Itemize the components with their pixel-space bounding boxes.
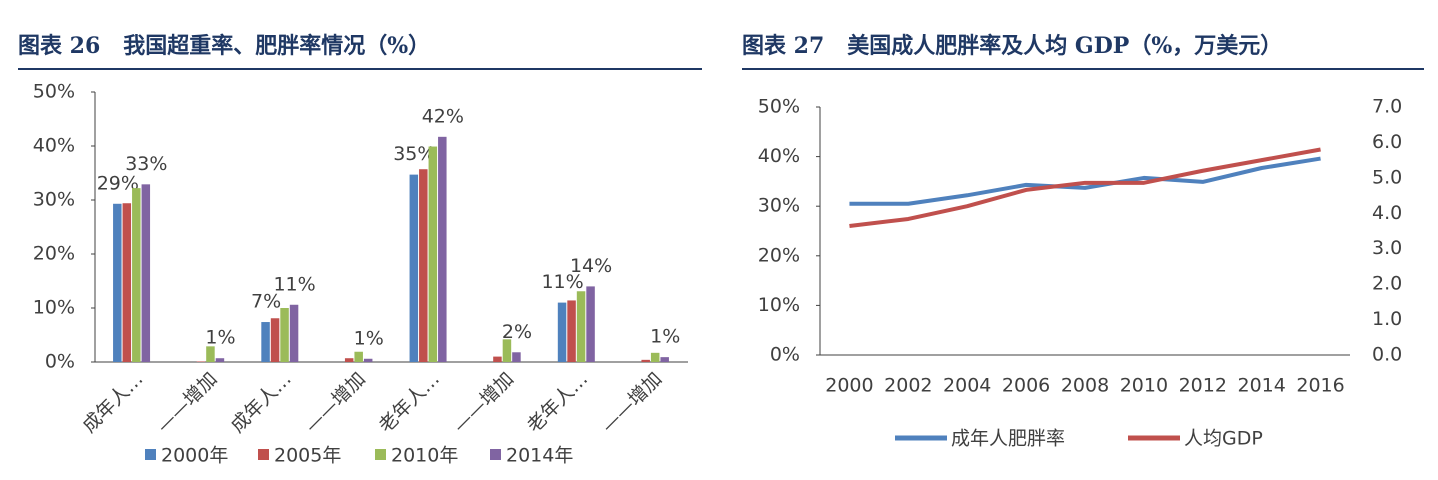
bar xyxy=(280,308,289,362)
bar xyxy=(557,302,567,362)
bar xyxy=(344,358,354,362)
y-tick-label: 40% xyxy=(758,145,800,167)
data-label: 1% xyxy=(205,327,235,349)
bar xyxy=(660,357,669,362)
bar xyxy=(650,352,660,362)
x-tick-label: 2000 xyxy=(825,375,873,397)
y-tick-label: 0% xyxy=(45,351,75,373)
y-tick-label: 40% xyxy=(33,135,75,157)
bar xyxy=(289,304,299,362)
x-tick-label: 老年人… xyxy=(523,368,592,437)
bar xyxy=(586,286,595,362)
bar xyxy=(113,203,122,362)
data-label: 1% xyxy=(354,327,384,349)
bar xyxy=(215,358,225,362)
y-tick-label: 0% xyxy=(770,344,800,366)
y-tick-label: 10% xyxy=(33,297,75,319)
y2-tick-label: 3.0 xyxy=(1372,237,1402,259)
bar xyxy=(196,361,206,362)
data-label: 11% xyxy=(273,273,315,295)
data-label: 29% xyxy=(97,172,139,194)
bar xyxy=(206,346,215,362)
chart-title: 图表 27 美国成人肥胖率及人均 GDP（%，万美元） xyxy=(742,33,1282,59)
bar xyxy=(567,300,576,362)
y2-tick-label: 4.0 xyxy=(1372,202,1402,224)
y2-tick-label: 1.0 xyxy=(1372,308,1402,330)
bar xyxy=(419,169,428,362)
y-tick-label: 20% xyxy=(758,244,800,266)
bar xyxy=(512,352,521,362)
data-label: 35% xyxy=(393,143,435,165)
x-tick-label: 成年人… xyxy=(226,368,295,437)
x-tick-label: 2006 xyxy=(1002,375,1050,397)
x-tick-label: 2008 xyxy=(1061,375,1109,397)
y-tick-label: 30% xyxy=(758,195,800,217)
legend-label: 人均GDP xyxy=(1184,428,1263,450)
legend-swatch xyxy=(145,449,156,460)
bar xyxy=(641,359,650,362)
bar xyxy=(428,146,438,362)
data-label: 14% xyxy=(570,255,612,277)
x-tick-label: 成年人… xyxy=(78,368,147,437)
x-tick-label: 2016 xyxy=(1296,375,1344,397)
legend-label: 2010年 xyxy=(391,445,458,467)
bar xyxy=(502,339,512,362)
data-label: 1% xyxy=(650,326,680,348)
x-tick-label: ——增加 xyxy=(449,368,518,437)
x-tick-label: ——增加 xyxy=(152,368,221,437)
y-tick-label: 50% xyxy=(758,96,800,118)
y-tick-label: 20% xyxy=(33,243,75,265)
data-label: 2% xyxy=(502,321,532,343)
legend-swatch xyxy=(375,449,386,460)
y2-tick-label: 0.0 xyxy=(1372,344,1402,366)
chart-title: 图表 26 我国超重率、肥胖率情况（%） xyxy=(18,33,430,59)
x-tick-label: ——增加 xyxy=(301,368,370,437)
x-tick-label: 2004 xyxy=(943,375,991,397)
y2-tick-label: 6.0 xyxy=(1372,131,1402,153)
y-tick-label: 30% xyxy=(33,189,75,211)
data-label: 7% xyxy=(251,291,281,313)
x-tick-label: ——增加 xyxy=(597,368,666,437)
bar xyxy=(270,318,280,362)
data-label: 42% xyxy=(422,105,464,127)
bar xyxy=(493,356,502,362)
line-series xyxy=(849,156,1321,206)
y2-tick-label: 5.0 xyxy=(1372,166,1402,188)
data-label: 11% xyxy=(541,271,583,293)
bar xyxy=(409,174,419,362)
x-tick-label: 2014 xyxy=(1237,375,1285,397)
y2-tick-label: 2.0 xyxy=(1372,273,1402,295)
bar xyxy=(576,291,586,362)
legend-label: 成年人肥胖率 xyxy=(951,428,1065,450)
x-tick-label: 2002 xyxy=(884,375,932,397)
x-tick-label: 2010 xyxy=(1120,375,1168,397)
bar xyxy=(363,358,373,362)
bar xyxy=(132,188,141,362)
legend-swatch xyxy=(258,449,269,460)
x-tick-label: 老年人… xyxy=(375,368,444,437)
legend-label: 2014年 xyxy=(506,445,573,467)
bar xyxy=(438,136,447,362)
bar xyxy=(122,203,132,362)
y-tick-label: 10% xyxy=(758,294,800,316)
data-label: 33% xyxy=(125,153,167,175)
y2-tick-label: 7.0 xyxy=(1372,96,1402,118)
bar xyxy=(141,184,151,362)
x-tick-label: 2012 xyxy=(1179,375,1227,397)
line-series xyxy=(849,147,1321,229)
legend-label: 2000年 xyxy=(161,445,228,467)
y-tick-label: 50% xyxy=(33,81,75,103)
bar xyxy=(261,322,270,362)
legend-label: 2005年 xyxy=(274,445,341,467)
legend-swatch xyxy=(490,449,501,460)
bar xyxy=(354,351,363,362)
